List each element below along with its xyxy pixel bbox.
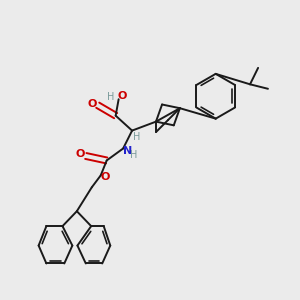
Text: O: O — [100, 172, 110, 182]
Text: H: H — [130, 150, 138, 160]
Text: H: H — [107, 92, 115, 102]
Text: O: O — [88, 99, 97, 109]
Text: O: O — [76, 149, 85, 159]
Text: H: H — [133, 132, 140, 142]
Text: O: O — [118, 91, 127, 101]
Text: N: N — [123, 146, 133, 157]
